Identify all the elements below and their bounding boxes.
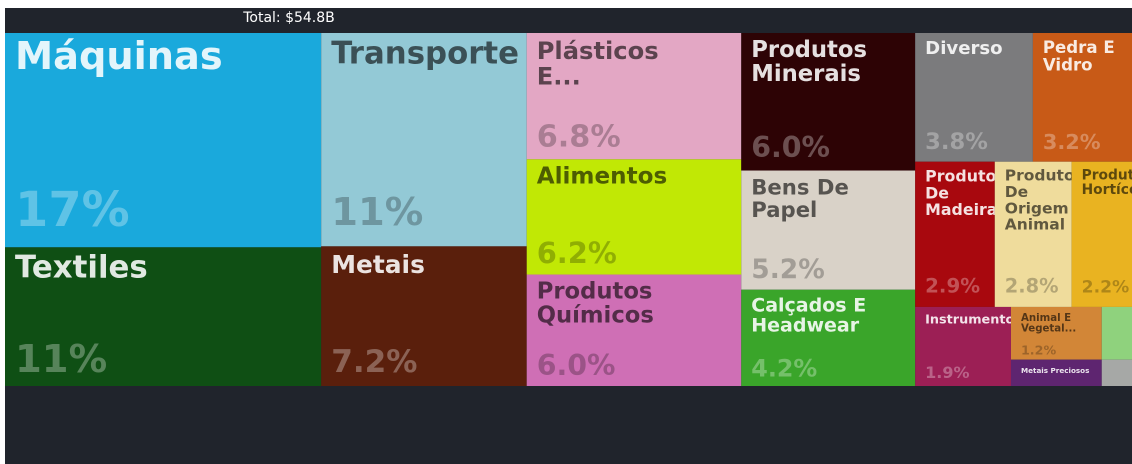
- tile-name: Animal E Vegetal...: [1021, 313, 1076, 335]
- tile-name: Instrumentos: [925, 313, 1022, 328]
- tile-name: Textiles: [15, 250, 148, 286]
- tile: Transporte 11%: [321, 33, 527, 247]
- tile-value: 3.8%: [925, 129, 988, 155]
- tile-labels: Animal E Vegetal... 1.2%: [1021, 313, 1076, 357]
- tile-labels: Bens De Papel 5.2%: [751, 175, 849, 285]
- tile-rect: [741, 289, 916, 386]
- tile-rect: [741, 170, 916, 290]
- tile-labels: Produtos De Madeira 2.9%: [925, 167, 1006, 298]
- tile-rect: [741, 33, 916, 171]
- tile-labels: ProdutosHortícolas 2.2%: [1082, 167, 1132, 297]
- tile-value: 2.9%: [925, 274, 980, 297]
- chart-title: Total: $54.8B: [242, 10, 335, 26]
- tile-value: 3.2%: [1043, 130, 1101, 154]
- tile-name: ProdutosHortícolas: [1082, 167, 1132, 197]
- tile-rect: [1010, 306, 1102, 360]
- tile: Pedra E Vidro 3.2%: [1032, 33, 1132, 162]
- tile-name: Plásticos E...: [537, 37, 659, 90]
- tile-name: Transporte: [331, 35, 519, 71]
- tile: Textiles 11%: [5, 247, 322, 386]
- tile-value: 6.0%: [537, 349, 616, 382]
- tile-name: Bens De Papel: [751, 175, 849, 222]
- tile-name: Máquinas: [15, 34, 223, 79]
- tile: Metais 7.2%: [321, 246, 527, 386]
- tile-value: 6.2%: [537, 236, 617, 270]
- tile-name: Diverso: [925, 38, 1002, 59]
- tile-value: 6.0%: [751, 131, 830, 164]
- tile-name: Alimentos: [537, 163, 668, 189]
- tile-value: 6.8%: [537, 120, 621, 155]
- tile-labels: Metais Preciosos: [1021, 366, 1089, 375]
- tile-name: Produtos De Origem Animal: [1005, 167, 1084, 234]
- tile-rect: [321, 33, 527, 247]
- tile-name: Produtos Minerais: [751, 37, 867, 87]
- tile-value: 11%: [331, 190, 423, 235]
- tile: Animal E Vegetal... 1.2%: [1010, 306, 1102, 360]
- tile-name: Calçados E Headwear: [751, 294, 866, 336]
- tile: ProdutosHortícolas 2.2%: [1071, 161, 1132, 307]
- tile-rect: [994, 161, 1072, 307]
- tile-rect: [1101, 306, 1132, 360]
- tile-value: 5.2%: [751, 254, 825, 285]
- tile-rect: [915, 33, 1033, 162]
- tile-labels: Diverso 3.8%: [925, 38, 1002, 155]
- tile-rect: [915, 306, 1011, 386]
- tile-rect: [1032, 33, 1132, 162]
- tile-rect: [321, 246, 527, 386]
- tile-labels: Calçados E Headwear 4.2%: [751, 294, 866, 382]
- tile: Produtos Químicos 6.0%: [526, 274, 742, 386]
- tile-labels: Textiles 11%: [15, 250, 148, 382]
- tile-rect: [5, 247, 322, 386]
- tile-value: 1.2%: [1021, 342, 1056, 357]
- tile: Bens De Papel 5.2%: [741, 170, 916, 290]
- tile: Metais Preciosos: [1010, 359, 1102, 386]
- tile: Plásticos E... 6.8%: [526, 33, 742, 160]
- tile-value: 2.2%: [1082, 277, 1130, 297]
- tile: Produtos De Madeira 2.9%: [915, 161, 1006, 307]
- tile-labels: Plásticos E... 6.8%: [537, 37, 659, 155]
- tile-labels: Metais 7.2%: [331, 250, 425, 380]
- tile-rect: [526, 274, 742, 386]
- tile: [1101, 359, 1132, 386]
- tile-labels: Instrumentos 1.9%: [925, 313, 1022, 382]
- tile-value: 11%: [15, 337, 107, 382]
- tile-labels: Máquinas 17%: [15, 34, 223, 238]
- tile-value: 17%: [15, 183, 130, 238]
- tile-labels: Alimentos 6.2%: [537, 163, 668, 270]
- tile-value: 2.8%: [1005, 274, 1059, 297]
- tile-rect: [1071, 161, 1132, 307]
- tile-rect: [5, 33, 322, 248]
- tile: Calçados E Headwear 4.2%: [741, 289, 916, 386]
- tile-labels: Produtos Químicos 6.0%: [537, 279, 654, 382]
- tile-rect: [915, 161, 995, 307]
- tile-value: 4.2%: [751, 354, 817, 382]
- tile-name: Produtos De Madeira: [925, 167, 1006, 219]
- tile: Diverso 3.8%: [915, 33, 1033, 162]
- tile-name: Pedra E Vidro: [1043, 38, 1115, 74]
- tile: Instrumentos 1.9%: [915, 306, 1022, 386]
- tile-name: Produtos Químicos: [537, 279, 654, 329]
- tile-labels: Produtos De Origem Animal 2.8%: [1005, 167, 1084, 298]
- tile-labels: Pedra E Vidro 3.2%: [1043, 38, 1115, 154]
- tile-rect: [526, 159, 742, 275]
- tile: Alimentos 6.2%: [526, 159, 742, 275]
- tile-labels: Produtos Minerais 6.0%: [751, 37, 867, 164]
- tile: Produtos Minerais 6.0%: [741, 33, 916, 171]
- tile-rect: [526, 33, 742, 160]
- tile-value: 7.2%: [331, 344, 417, 380]
- tile-name: Metais: [331, 250, 425, 279]
- tile-labels: Transporte 11%: [331, 35, 519, 235]
- tile-rect: [1010, 359, 1102, 386]
- tile-name: Metais Preciosos: [1021, 366, 1089, 375]
- tile: [1101, 306, 1132, 360]
- tile: Produtos De Origem Animal 2.8%: [994, 161, 1084, 307]
- tile-rect: [1101, 359, 1132, 386]
- tile: Máquinas 17%: [5, 33, 322, 248]
- tile-value: 1.9%: [925, 363, 969, 382]
